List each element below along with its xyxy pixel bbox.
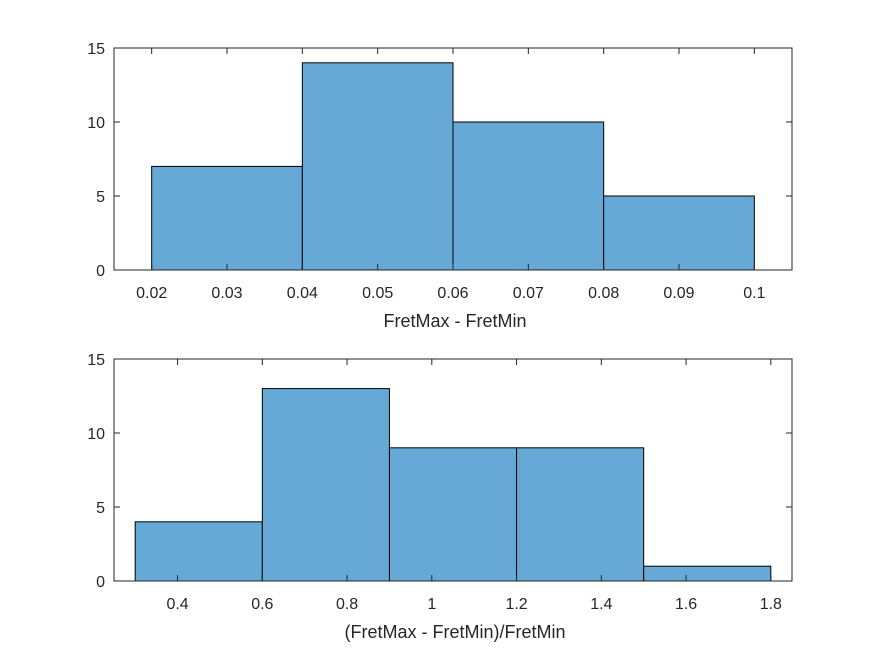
histogram-bar <box>603 195 755 271</box>
histogram-bar <box>261 388 390 582</box>
y-tick-label: 10 <box>87 115 105 132</box>
x-tick-label: 0.06 <box>437 285 468 302</box>
y-tick-label: 0 <box>96 263 105 280</box>
x-tick-label: 0.03 <box>211 285 242 302</box>
x-tick-label: 1 <box>427 596 436 613</box>
x-tick-label: 0.04 <box>287 285 318 302</box>
x-tick-label: 0.1 <box>743 285 765 302</box>
y-tick-label: 15 <box>87 41 105 58</box>
x-tick-label: 0.8 <box>336 596 358 613</box>
x-tick-label: 0.07 <box>513 285 544 302</box>
y-tick-label: 15 <box>87 352 105 369</box>
x-tick-label: 1.8 <box>760 596 782 613</box>
histogram-bar <box>301 62 454 271</box>
x-axis-label: (FretMax - FretMin)/FretMin <box>344 622 565 642</box>
histogram-bar <box>151 165 303 271</box>
y-tick-label: 5 <box>96 189 105 206</box>
x-tick-label: 0.08 <box>588 285 619 302</box>
x-tick-label: 1.4 <box>590 596 612 613</box>
x-tick-label: 0.02 <box>136 285 167 302</box>
x-tick-label: 0.05 <box>362 285 393 302</box>
y-tick-label: 10 <box>87 426 105 443</box>
x-tick-label: 1.6 <box>675 596 697 613</box>
histogram-bar <box>134 521 263 582</box>
histogram-bar <box>516 447 645 582</box>
histogram-bar <box>643 565 772 582</box>
y-tick-label: 5 <box>96 500 105 517</box>
axes-frame <box>113 358 793 582</box>
axes-1: 0.02 0.03 0.04 0.05 0.06 0.07 0.08 0.09 0.1 0 5 10 1… <box>87 41 793 331</box>
x-tick-label: 1.2 <box>505 596 527 613</box>
y-tick-label: 0 <box>96 574 105 591</box>
x-tick-label: 0.09 <box>663 285 694 302</box>
axes-2: 0.4 0.6 0.8 1 1.2 1.4 1.6 1.8 0 5 10 15 (FretMax - F… <box>87 352 793 642</box>
x-tick-label: 0.4 <box>166 596 188 613</box>
x-tick-label: 0.6 <box>251 596 273 613</box>
x-axis-label: FretMax - FretMin <box>383 311 526 331</box>
histogram-bar <box>452 121 605 271</box>
histogram-bar <box>388 447 518 582</box>
